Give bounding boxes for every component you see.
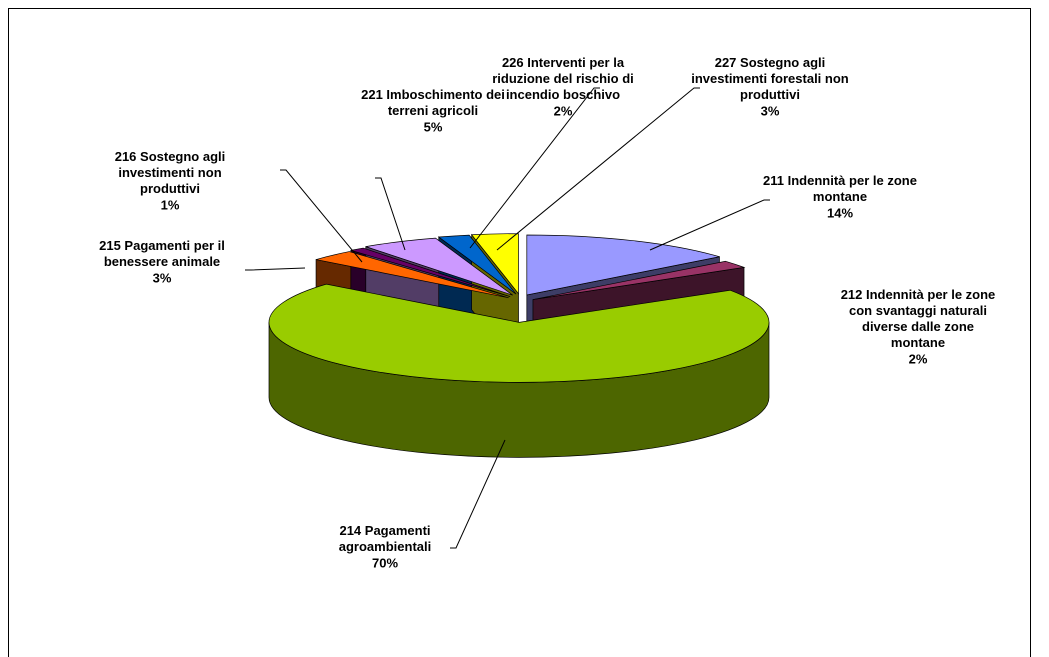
category-label: 226 Interventi per la riduzione del risch… xyxy=(492,55,634,102)
category-label: 212 Indennità per le zone con svantaggi n… xyxy=(841,287,996,350)
label-line: 221 Imboschimento dei xyxy=(361,87,505,102)
slice xyxy=(315,251,509,299)
label-line: con svantaggi naturali xyxy=(849,303,987,318)
value-label: 3% xyxy=(761,103,780,118)
category-label: 215 Pagamenti per il benessere animale xyxy=(99,238,225,269)
value-label: 2% xyxy=(554,103,573,118)
value-label: 5% xyxy=(424,119,443,134)
label-line: 227 Sostegno agli xyxy=(715,55,826,70)
value-label: 1% xyxy=(161,197,180,212)
label-line: riduzione del rischio di xyxy=(492,71,634,86)
category-label: 216 Sostegno agli investimenti non produtt… xyxy=(115,149,226,196)
value-label: 3% xyxy=(153,270,172,285)
label-line: montane xyxy=(813,189,867,204)
label-line: investimenti non xyxy=(118,165,221,180)
label-line: 211 Indennità per le zone xyxy=(763,173,917,188)
pie-tops xyxy=(268,233,770,383)
label-line: benessere animale xyxy=(104,254,220,269)
category-label: 214 Pagamenti agroambientali xyxy=(339,523,431,554)
label-line: incendio boschivo xyxy=(506,87,620,102)
value-label: 2% xyxy=(909,351,928,366)
category-label: 227 Sostegno agli investimenti forestali … xyxy=(691,55,849,102)
label-line: 216 Sostegno agli xyxy=(115,149,226,164)
label-line: 214 Pagamenti xyxy=(339,523,430,538)
category-label: 211 Indennità per le zone montane xyxy=(763,173,917,204)
value-label: 14% xyxy=(827,205,853,220)
leader-line xyxy=(469,87,600,249)
label-line: 212 Indennità per le zone xyxy=(841,287,996,302)
leader-line xyxy=(280,169,363,263)
label-line: 226 Interventi per la xyxy=(502,55,625,70)
slice xyxy=(532,260,746,300)
label-line: produttivi xyxy=(740,87,800,102)
leader-line xyxy=(649,199,770,251)
slice xyxy=(526,234,720,296)
leader-line xyxy=(375,177,406,251)
slice xyxy=(365,237,513,296)
value-label: 70% xyxy=(372,555,398,570)
leader-line xyxy=(496,87,700,251)
label-line: terreni agricoli xyxy=(388,103,478,118)
slice xyxy=(268,283,770,383)
slice xyxy=(470,233,519,295)
label-line: agroambientali xyxy=(339,539,431,554)
leader-line xyxy=(245,267,306,271)
slice xyxy=(437,234,517,295)
label-line: 215 Pagamenti per il xyxy=(99,238,225,253)
category-label: 221 Imboschimento dei terreni agricoli xyxy=(361,87,505,118)
label-line: diverse dalle zone xyxy=(862,319,974,334)
leader-line xyxy=(450,439,506,549)
label-line: montane xyxy=(891,335,945,350)
slice xyxy=(350,247,511,297)
label-line: investimenti forestali non xyxy=(691,71,849,86)
label-line: produttivi xyxy=(140,181,200,196)
